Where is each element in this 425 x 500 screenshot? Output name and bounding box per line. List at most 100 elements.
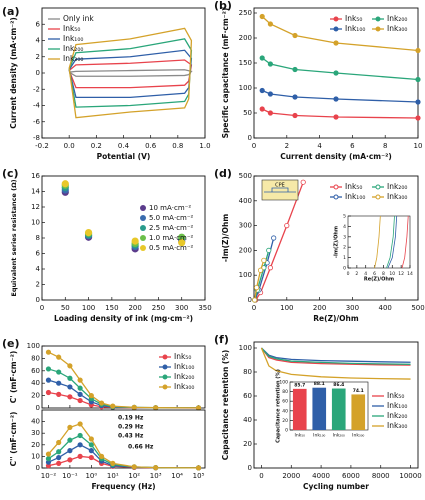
y-axis-label: -Im(Z)/Ohm [221, 214, 230, 262]
x-tick-label: 10⁻¹ [62, 472, 78, 480]
series-line [387, 215, 398, 269]
y-tick-label: 5 [343, 214, 346, 220]
annotation: CPE [275, 183, 285, 189]
y-tick-label: 4 [36, 37, 41, 45]
y-tick-label: 150 [239, 59, 252, 67]
y-tick-label: 300 [239, 222, 252, 230]
data-point [257, 267, 264, 273]
data-point [77, 385, 83, 391]
y-tick-label: -4 [33, 102, 41, 110]
y-tick-label: 8 [36, 234, 40, 242]
annotation: 0.43 Hz [118, 433, 144, 440]
bar [351, 394, 366, 430]
x-tick-label: 150 [105, 304, 118, 312]
data-point [267, 265, 273, 271]
x-tick-label: 10² [128, 472, 140, 480]
y-tick-label: 0 [36, 69, 40, 77]
data-point [88, 436, 94, 442]
y-tick-label: 40 [282, 408, 288, 414]
x-tick-label: 10⁻² [41, 472, 57, 480]
y-tick-label: 0 [36, 464, 40, 472]
value-label: 88.1 [314, 381, 325, 387]
y-tick-label: 14 [31, 188, 40, 196]
value-label: 85.7 [294, 382, 305, 388]
x-tick-label: 10⁰ [85, 472, 97, 480]
panel-label: (a) [2, 5, 19, 18]
data-point [67, 384, 73, 390]
x-tick-label: 4 [317, 142, 322, 150]
data-point [131, 237, 139, 245]
x-tick-label: Ink₂₀₀ [333, 433, 345, 439]
series-line [261, 57, 419, 81]
y-tick-label: 3 [343, 234, 346, 240]
y-tick-label: 6 [36, 250, 41, 258]
series-line [260, 347, 411, 366]
y-axis-label: -Im(Z)/Ohm [334, 226, 340, 258]
x-tick-label: 0 [252, 142, 256, 150]
data-point [333, 40, 339, 46]
data-point [292, 66, 298, 73]
x-tick-label: 0 [40, 304, 44, 312]
y-tick-label: 80 [282, 389, 288, 395]
x-tick-label: 10 [389, 271, 395, 277]
y-tick-label: 2 [343, 245, 346, 251]
series-line [401, 215, 409, 269]
legend-label: Ink₃₀₀ [387, 24, 407, 33]
data-point [261, 257, 267, 263]
panel-label: (e) [2, 337, 20, 350]
x-tick-label: 8 [382, 271, 385, 277]
x-tick-label: 10⁴ [171, 472, 183, 480]
y-tick-label: 4 [343, 224, 346, 230]
series-line [68, 59, 193, 89]
data-point [67, 394, 73, 400]
annotation: 0.29 Hz [118, 424, 144, 431]
data-point [67, 437, 73, 443]
legend-marker [333, 194, 339, 200]
y-tick-label: 0 [36, 296, 40, 304]
legend-marker [333, 184, 339, 190]
x-axis-label: Cycling number [303, 482, 369, 491]
x-tick-label: 10³ [150, 472, 162, 480]
series-line [260, 347, 411, 365]
bar [292, 388, 307, 430]
data-point [153, 465, 159, 471]
legend-marker [140, 205, 146, 211]
legend-marker [162, 384, 168, 390]
plot-frame [253, 175, 419, 301]
data-point [45, 389, 52, 396]
data-point [259, 13, 265, 20]
panel: 0 10 20 30 40 10⁻² 10⁻¹ 10⁰ 10¹ 10² 10³ 10⁴ 10⁵ Frequ… [9, 409, 206, 491]
x-tick-label: 400 [379, 304, 392, 312]
legend-label: Ink₁₀₀ [345, 24, 365, 33]
data-point [56, 454, 62, 461]
data-point [98, 453, 105, 459]
plot-frame [253, 341, 419, 469]
legend-label: Ink₁₀₀ [345, 192, 365, 201]
legend-marker [140, 245, 146, 251]
x-tick-label: 2 [355, 271, 358, 277]
y-tick-label: 400 [239, 197, 252, 205]
x-axis-label: Potential (V) [97, 152, 151, 161]
y-tick-label: 1 [343, 255, 346, 261]
series-line [261, 89, 419, 103]
data-point [56, 439, 62, 446]
y-tick-label: 200 [239, 246, 252, 254]
data-point [252, 297, 258, 303]
x-tick-label: 200 [313, 304, 326, 312]
data-point [45, 349, 52, 355]
data-point [195, 465, 202, 471]
circuit-wire [264, 187, 296, 193]
x-tick-label: 200 [128, 304, 141, 312]
legend-label: Ink₂₀₀ [387, 14, 407, 23]
y-tick-label: 100 [279, 380, 288, 386]
x-tick-label: 6 [373, 271, 376, 277]
y-tick-label: 250 [239, 9, 252, 17]
x-axis-label: Re(Z)/Ohm [313, 314, 359, 323]
data-point [56, 449, 62, 455]
legend-label: 0.5 mA·cm⁻² [149, 244, 194, 252]
y-axis-label: Capacitance retention (%) [221, 350, 230, 461]
x-tick-label: 0.4 [118, 142, 130, 150]
y-axis-label: Specific capacitance (mF·cm⁻²) [221, 8, 230, 139]
x-axis-label: Frequency (Hz) [91, 482, 155, 491]
x-tick-label: 8000 [372, 472, 390, 480]
